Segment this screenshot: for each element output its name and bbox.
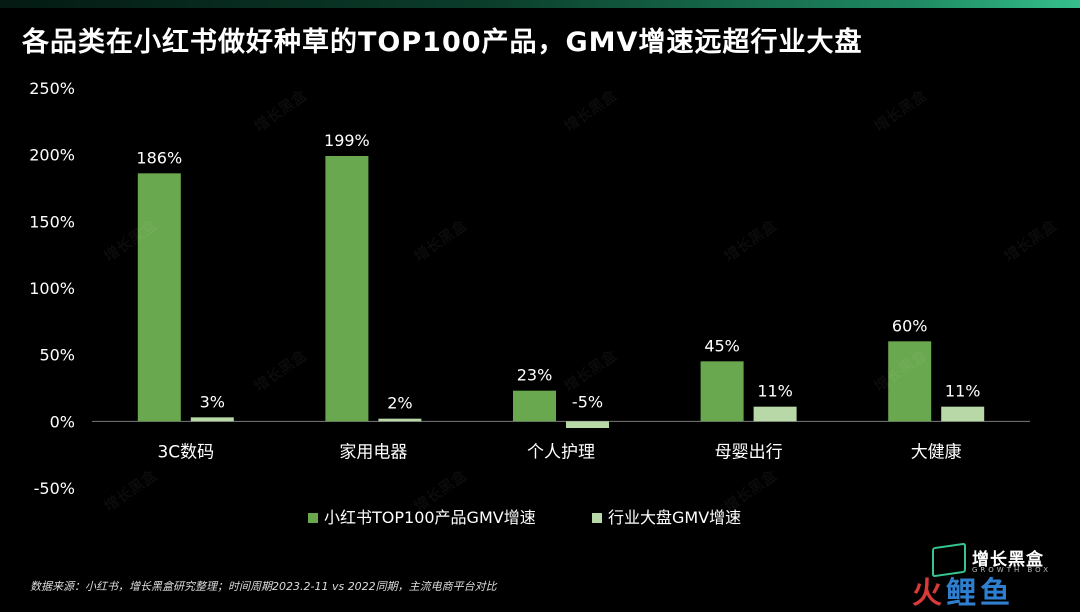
data-label: 2% xyxy=(387,394,412,413)
brand-name: 增长黑盒 xyxy=(972,550,1044,570)
top-accent-bar xyxy=(0,0,1080,8)
data-label: 11% xyxy=(757,382,793,401)
data-label: 199% xyxy=(324,131,370,150)
legend-label: 行业大盘GMV增速 xyxy=(608,508,741,527)
corner-badge-part1: 火 xyxy=(912,576,946,611)
bar-industry xyxy=(566,421,609,428)
data-label: 23% xyxy=(517,366,553,385)
corner-badge-part2: 鲤鱼 xyxy=(946,576,1014,611)
y-tick-label: 100% xyxy=(29,279,75,298)
data-label: 45% xyxy=(704,336,740,355)
brand-sub: GROWTH BOX xyxy=(972,566,1052,574)
y-tick-label: -50% xyxy=(34,479,75,498)
x-tick-label: 家用电器 xyxy=(339,442,407,462)
x-tick-label: 母婴出行 xyxy=(715,442,783,462)
bar-industry xyxy=(190,417,234,422)
bar-xhs-top100 xyxy=(513,390,556,422)
bar-xhs-top100 xyxy=(700,361,744,422)
page-title: 各品类在小红书做好种草的TOP100产品，GMV增速远超行业大盘 xyxy=(22,27,863,58)
data-label: 60% xyxy=(892,316,928,335)
data-label: 3% xyxy=(200,392,225,411)
legend-swatch xyxy=(592,513,602,523)
y-tick-label: 50% xyxy=(39,346,75,365)
source-note: 数据来源：小红书，增长黑盒研究整理；时间周期2023.2-11 vs 2022同… xyxy=(30,580,497,593)
data-label: -5% xyxy=(572,392,603,411)
legend-swatch xyxy=(308,513,318,523)
data-label: 186% xyxy=(136,148,182,167)
bar-industry xyxy=(941,406,985,422)
x-tick-label: 个人护理 xyxy=(527,442,595,462)
bar-industry xyxy=(378,418,422,422)
brand-logo: 增长黑盒 GROWTH BOX xyxy=(932,542,1072,578)
bar-industry xyxy=(753,406,797,422)
y-tick-label: 250% xyxy=(29,79,75,98)
y-tick-label: 0% xyxy=(50,412,75,431)
y-tick-label: 200% xyxy=(29,146,75,165)
bar-xhs-top100 xyxy=(888,341,932,422)
corner-watermark-badge: 火鲤鱼 xyxy=(912,568,1080,611)
bar-xhs-top100 xyxy=(137,173,181,422)
legend-label: 小红书TOP100产品GMV增速 xyxy=(324,508,536,527)
x-tick-label: 3C数码 xyxy=(157,442,214,462)
bar-xhs-top100 xyxy=(325,156,369,422)
x-tick-label: 大健康 xyxy=(911,442,962,462)
data-label: 11% xyxy=(945,382,981,401)
y-tick-label: 150% xyxy=(29,212,75,231)
